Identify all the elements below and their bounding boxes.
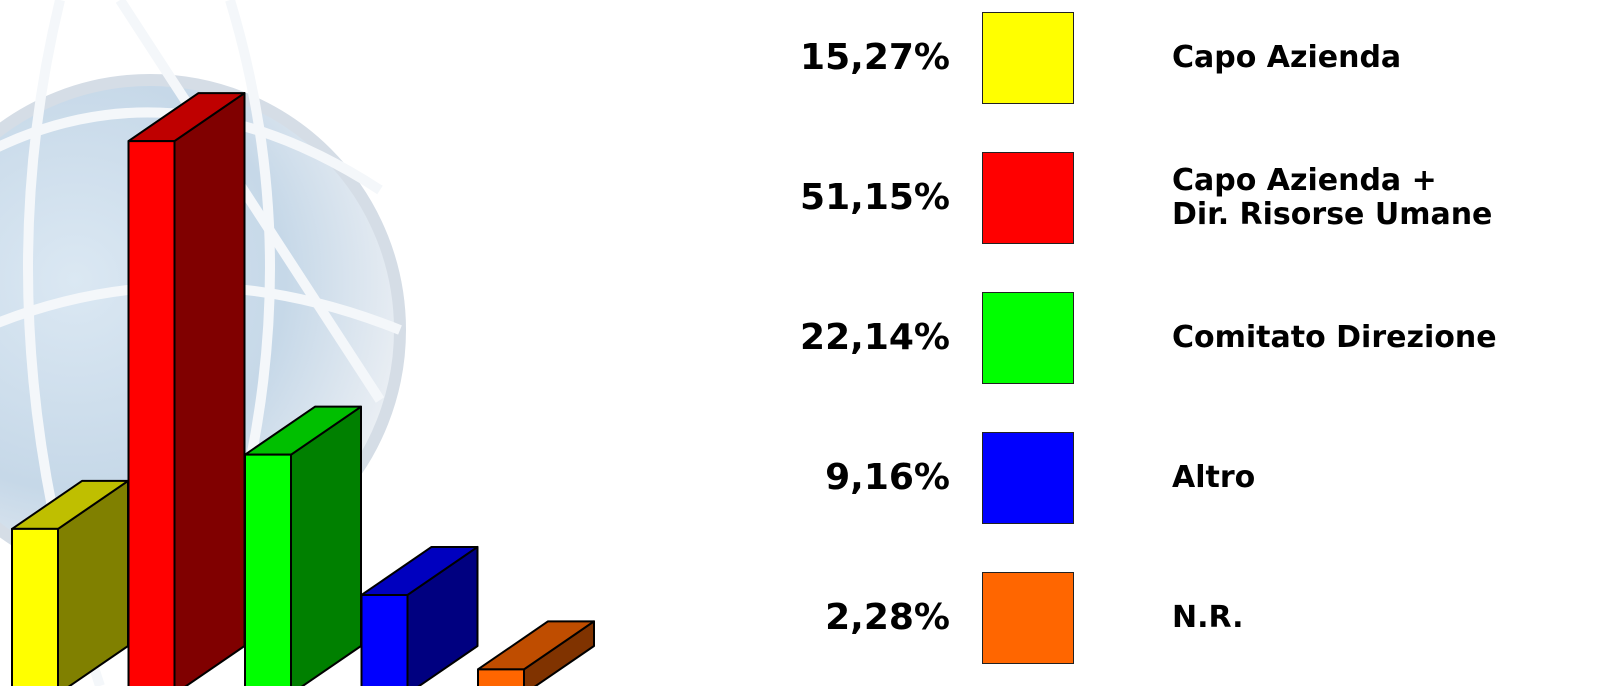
value-label: 51,15% [800,177,950,218]
bar-side [173,92,246,686]
legend-swatch [982,292,1074,384]
legend-label: Capo Azienda [1172,40,1402,75]
bar-front [360,593,409,686]
bar-front [127,140,176,686]
value-label: 2,28% [825,597,950,638]
legend-label: Comitato Direzione [1172,320,1497,355]
value-label: 15,27% [800,37,950,78]
value-label: 22,14% [800,317,950,358]
legend-label: Altro [1172,460,1256,495]
bar-front [244,453,292,686]
legend-swatch [982,572,1074,664]
legend-swatch [982,152,1074,244]
bar-front [11,527,59,686]
legend-label: N.R. [1172,600,1244,635]
legend-swatch [982,432,1074,524]
bar-front [477,668,525,686]
legend-label: Capo Azienda + Dir. Risorse Umane [1172,163,1493,232]
value-label: 9,16% [825,457,950,498]
legend-swatch [982,12,1074,104]
